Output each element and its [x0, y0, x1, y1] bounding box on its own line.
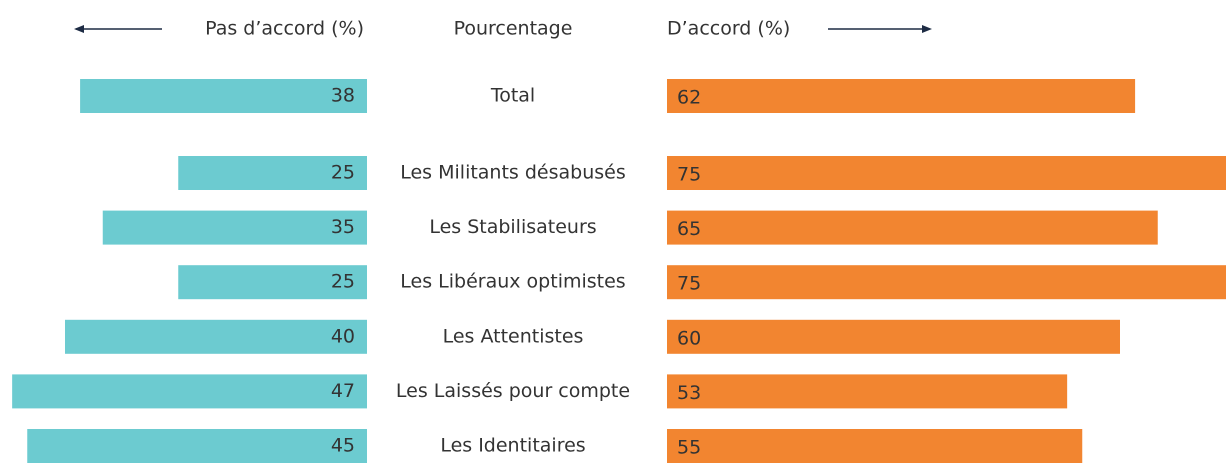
value-label: 45: [331, 435, 355, 457]
category-label: Les Militants désabusés: [400, 162, 626, 184]
value-label: 25: [331, 271, 355, 293]
bar-agree: [667, 319, 1120, 354]
value-label: 65: [677, 218, 701, 240]
bar-agree: [667, 265, 1226, 300]
bar-disagree: [178, 156, 367, 190]
bar-disagree: [102, 210, 367, 245]
bar-agree: [667, 79, 1136, 113]
value-label: 35: [331, 216, 355, 238]
bar-disagree: [12, 374, 368, 409]
bar-agree: [667, 429, 1083, 463]
left-arrow-head: [74, 25, 84, 33]
value-label: 38: [331, 85, 355, 107]
category-label: Les Attentistes: [443, 325, 584, 347]
right-header: D’accord (%): [667, 18, 790, 40]
category-label: Total: [490, 85, 535, 107]
value-label: 53: [677, 382, 701, 404]
value-label: 60: [677, 327, 701, 349]
bar-agree: [667, 374, 1068, 409]
value-label: 55: [677, 437, 701, 459]
bar-disagree: [80, 79, 367, 113]
bar-disagree: [178, 265, 367, 300]
category-label: Les Libéraux optimistes: [400, 271, 625, 293]
value-label: 75: [677, 164, 701, 186]
category-label: Les Stabilisateurs: [429, 216, 596, 238]
bar-disagree: [27, 429, 367, 463]
bar-disagree: [65, 319, 367, 354]
value-label: 47: [331, 380, 355, 402]
category-label: Les Identitaires: [440, 435, 585, 457]
bar-agree: [667, 210, 1158, 245]
category-label: Les Laissés pour compte: [396, 380, 630, 402]
bar-agree: [667, 156, 1226, 190]
value-label: 40: [331, 325, 355, 347]
left-header: Pas d’accord (%): [205, 18, 364, 40]
right-arrow-head: [922, 25, 932, 33]
category-header: Pourcentage: [454, 18, 573, 40]
value-label: 75: [677, 273, 701, 295]
value-label: 62: [677, 87, 701, 109]
value-label: 25: [331, 162, 355, 184]
